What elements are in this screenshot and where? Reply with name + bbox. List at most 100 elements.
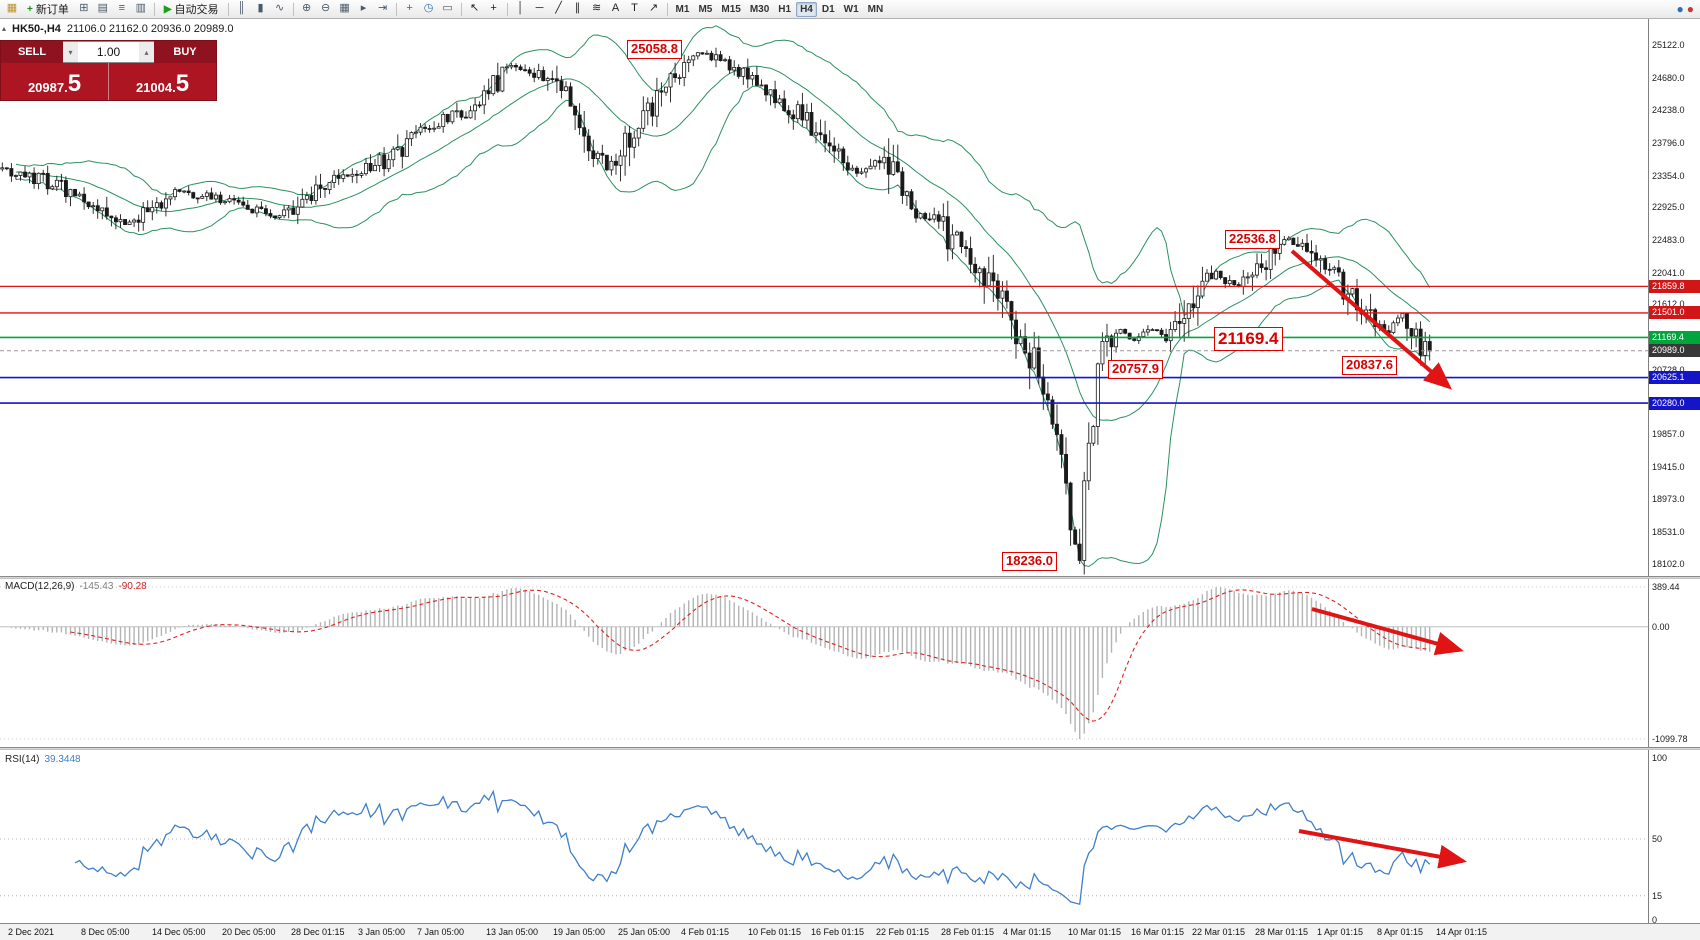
- toolbar-separator: [395, 2, 397, 16]
- timeframe-h1[interactable]: H1: [778, 3, 792, 15]
- tile-windows-icon[interactable]: ▦: [339, 2, 350, 14]
- toolbar-separator: [506, 2, 508, 16]
- data-window-icon[interactable]: ▥: [135, 2, 147, 14]
- time-axis-label: 16 Mar 01:15: [1131, 927, 1185, 937]
- fibonacci-icon[interactable]: ≋: [591, 2, 602, 14]
- time-axis-label: 4 Mar 01:15: [1003, 927, 1052, 937]
- macd-axis-label: 0.00: [1652, 621, 1670, 632]
- price-annotation[interactable]: 20757.9: [1108, 360, 1163, 379]
- volume-increase-button[interactable]: ▴: [139, 42, 154, 62]
- time-axis-label: 7 Jan 05:00: [417, 927, 465, 937]
- buy-button[interactable]: BUY: [154, 41, 216, 63]
- price-annotation[interactable]: 25058.8: [627, 40, 682, 59]
- timeframe-mn[interactable]: MN: [867, 3, 884, 15]
- timeframe-m1[interactable]: M1: [675, 3, 690, 15]
- panel-separator-rsi[interactable]: [0, 747, 1700, 750]
- auto-trading-button[interactable]: ▶ 自动交易: [159, 1, 224, 17]
- time-axis-label: 8 Apr 01:15: [1377, 927, 1424, 937]
- timeframe-m30[interactable]: M30: [749, 3, 770, 15]
- sell-price-main: 20987.: [27, 80, 68, 95]
- new-chart-icon[interactable]: ⊞: [79, 2, 89, 14]
- volume-value[interactable]: 1.00: [96, 45, 121, 59]
- new-order-icon: +: [27, 3, 33, 15]
- volume-stepper[interactable]: ▾ 1.00 ▴: [63, 41, 154, 63]
- price-annotation[interactable]: 22536.8: [1225, 230, 1280, 249]
- line-chart-icon[interactable]: ∿: [274, 2, 285, 14]
- axis-price-badge: 21169.4: [1649, 330, 1700, 344]
- timeframe-m15[interactable]: M15: [721, 3, 741, 15]
- macd-axis-label: -1099.78: [1652, 734, 1688, 744]
- timeframe-h4[interactable]: H4: [796, 1, 817, 17]
- crosshair-icon[interactable]: +: [490, 2, 497, 14]
- axis-price-label: 25122.0: [1652, 40, 1685, 50]
- periods-icon[interactable]: ◷: [423, 2, 434, 14]
- axis-price-badge: 20280.0: [1649, 396, 1700, 410]
- trendline-icon[interactable]: ╱: [555, 2, 562, 14]
- panel-separator-macd[interactable]: [0, 576, 1700, 579]
- cursor-icon[interactable]: ↖: [469, 2, 480, 14]
- timeframe-w1[interactable]: W1: [843, 3, 859, 15]
- alert-icon[interactable]: ●: [1686, 2, 1694, 16]
- market-watch-icon[interactable]: ≡: [118, 2, 126, 14]
- main-toolbar: ▦ + 新订单 ⊞ ▤ ≡ ▥ ▶ 自动交易 ║ ▮ ∿ ⊕ ⊖ ▦ ▸ ⇥ + ◷ ▭ ↖ + │ ─ ╱ ∥ ≋ A T ↗ M1 M5 M…: [0, 0, 1700, 19]
- symbol-period-label: HK50-,H4: [12, 23, 61, 35]
- time-axis-label: 14 Apr 01:15: [1436, 927, 1488, 937]
- horizontal-level-lines[interactable]: [0, 285, 1648, 404]
- time-axis-label: 28 Dec 01:15: [291, 927, 345, 937]
- axis-price-label: 21612.0: [1652, 299, 1685, 310]
- macd-axis-label: 389.44: [1652, 581, 1680, 592]
- price-annotation[interactable]: 18236.0: [1002, 552, 1057, 571]
- bar-chart-icon[interactable]: ║: [237, 2, 246, 14]
- ohlc-values: 21106.0 21162.0 20936.0 20989.0: [66, 23, 234, 35]
- axis-price-label: 20728.0: [1652, 364, 1685, 375]
- buy-price[interactable]: 21004. 5: [108, 63, 216, 100]
- sell-button[interactable]: SELL: [1, 41, 63, 63]
- arrow-tool-icon[interactable]: ↗: [648, 2, 659, 14]
- templates-icon[interactable]: ▭: [442, 2, 453, 14]
- time-axis-label: 16 Feb 01:15: [811, 927, 865, 937]
- rsi-axis-label: 50: [1652, 834, 1663, 844]
- rsi-axis-label: 15: [1652, 890, 1663, 901]
- channel-icon[interactable]: ∥: [574, 2, 581, 14]
- chart-shift-icon[interactable]: ⇥: [377, 2, 388, 14]
- axis-price-label: 19857.0: [1652, 428, 1685, 439]
- timeframe-m5[interactable]: M5: [698, 3, 713, 15]
- time-axis-label: 28 Feb 01:15: [941, 927, 995, 937]
- vertical-line-icon[interactable]: │: [517, 2, 524, 14]
- price-annotation[interactable]: 20837.6: [1342, 356, 1397, 375]
- axis-price-badge: 20989.0: [1649, 344, 1700, 358]
- indicators-add-icon[interactable]: +: [406, 2, 413, 14]
- text-label-icon[interactable]: T: [631, 2, 638, 14]
- zoom-out-icon[interactable]: ⊖: [320, 2, 331, 14]
- volume-decrease-button[interactable]: ▾: [63, 42, 78, 62]
- price-axis[interactable]: 25122.0 24680.0 24238.0 23796.0 23354.0 22925…: [1648, 19, 1700, 925]
- time-axis[interactable]: 2 Dec 2021 8 Dec 05:00 14 Dec 05:00 20 Dec …: [0, 923, 1700, 940]
- zoom-in-icon[interactable]: ⊕: [301, 2, 312, 14]
- rsi-axis-label: 0: [1652, 915, 1658, 925]
- axis-price-badge: 21859.8: [1649, 279, 1700, 293]
- one-click-collapse-icon[interactable]: ▴: [2, 24, 7, 33]
- macd-label: MACD(12,26,9) -145.43 -90.28: [5, 581, 147, 592]
- axis-price-label: 18102.0: [1652, 558, 1685, 569]
- axis-price-label: 19415.0: [1652, 461, 1685, 472]
- macd-name: MACD(12,26,9): [5, 581, 75, 592]
- sell-price[interactable]: 20987. 5: [1, 63, 108, 100]
- new-order-button[interactable]: + 新订单: [22, 1, 74, 17]
- auto-trading-icon: ▶: [163, 3, 172, 15]
- candlestick-chart-icon[interactable]: ▮: [257, 2, 264, 14]
- new-order-button-label: 新订单: [35, 4, 69, 16]
- rsi-name: RSI(14): [5, 754, 40, 765]
- app-window-icon[interactable]: ▦: [6, 2, 18, 14]
- price-annotation[interactable]: 21169.4: [1214, 327, 1283, 352]
- auto-scroll-icon[interactable]: ▸: [360, 2, 367, 14]
- text-icon[interactable]: A: [611, 2, 620, 14]
- community-icon[interactable]: ●: [1676, 2, 1684, 16]
- profiles-icon[interactable]: ▤: [97, 2, 109, 14]
- horizontal-line-icon[interactable]: ─: [535, 2, 544, 14]
- rsi-levels: [0, 838, 1648, 897]
- timeframe-d1[interactable]: D1: [821, 3, 835, 15]
- trend-arrows[interactable]: [1290, 249, 1467, 869]
- bollinger-bands: [15, 25, 1431, 567]
